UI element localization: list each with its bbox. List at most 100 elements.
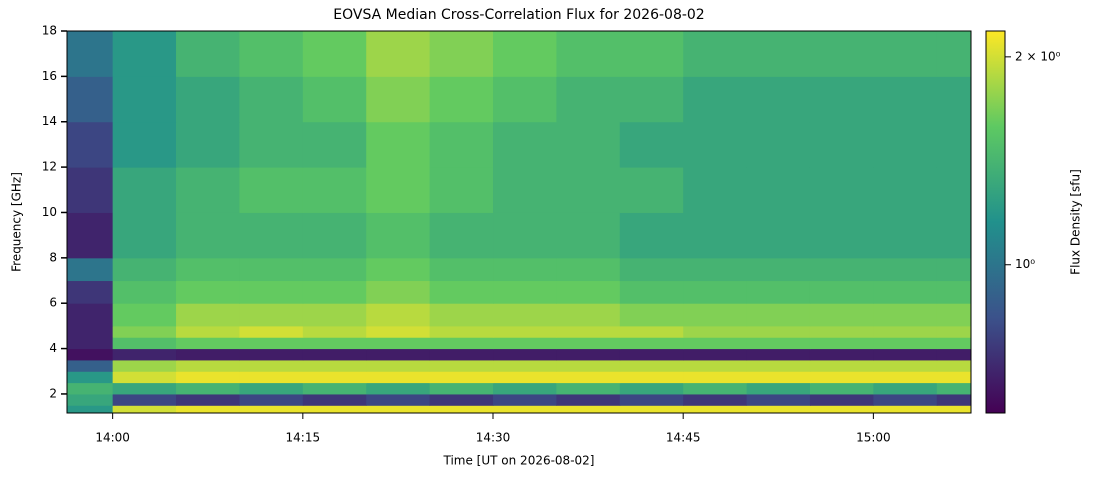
heatmap-cell: [619, 280, 684, 304]
y-tick-label: 8: [49, 250, 57, 264]
heatmap-cell: [873, 76, 938, 123]
heatmap-cell: [302, 405, 367, 414]
heatmap-cell: [683, 382, 748, 395]
heatmap-cell: [683, 76, 748, 123]
heatmap-cell: [619, 257, 684, 282]
heatmap-cell: [366, 303, 431, 327]
heatmap-cell: [936, 303, 972, 327]
heatmap-cell: [67, 257, 114, 282]
x-axis-label: Time [UT on 2026-08-02]: [443, 454, 595, 468]
heatmap-cell: [556, 257, 621, 282]
heatmap-cell: [683, 303, 748, 327]
heatmap-cell: [239, 382, 304, 395]
heatmap-cell: [112, 212, 177, 259]
chart-title: EOVSA Median Cross-Correlation Flux for …: [333, 7, 704, 23]
heatmap-cell: [746, 348, 811, 361]
heatmap-cell: [112, 359, 177, 372]
heatmap-cell: [873, 31, 938, 77]
colorbar: [985, 30, 1006, 414]
heatmap-cell: [302, 280, 367, 304]
heatmap-cell: [873, 121, 938, 168]
heatmap-cell: [429, 382, 494, 395]
heatmap-cell: [493, 393, 557, 406]
heatmap-cell: [112, 405, 177, 414]
x-tick-label: 14:30: [476, 431, 511, 445]
heatmap-cell: [493, 337, 557, 350]
heatmap-cell: [429, 167, 494, 213]
heatmap-cell: [67, 371, 114, 384]
heatmap-cell: [112, 121, 177, 168]
heatmap-cell: [366, 371, 431, 384]
heatmap-cell: [936, 382, 972, 395]
heatmap-cell: [67, 121, 114, 168]
heatmap-cell: [176, 167, 240, 213]
heatmap-cell: [936, 359, 972, 372]
heatmap-cell: [239, 76, 304, 123]
heatmap-cell: [619, 167, 684, 213]
heatmap-cell: [936, 337, 972, 350]
heatmap-cell: [176, 348, 240, 361]
heatmap-cell: [302, 325, 367, 338]
y-axis-label: Frequency [GHz]: [10, 172, 24, 272]
heatmap-cell: [809, 325, 874, 338]
heatmap-cell: [112, 257, 177, 282]
heatmap-cell: [366, 359, 431, 372]
heatmap-cell: [746, 303, 811, 327]
heatmap-cell: [936, 121, 972, 168]
heatmap-cell: [936, 280, 972, 304]
heatmap-cell: [239, 280, 304, 304]
heatmap-cell: [429, 348, 494, 361]
heatmap-cell: [302, 257, 367, 282]
heatmap-cell: [67, 212, 114, 259]
heatmap-cell: [302, 371, 367, 384]
heatmap-cell: [366, 167, 431, 213]
y-tick-label: 2: [49, 386, 57, 400]
heatmap-cell: [302, 348, 367, 361]
heatmap-cell: [366, 280, 431, 304]
heatmap-cell: [493, 121, 557, 168]
heatmap-cell: [809, 76, 874, 123]
heatmap-cell: [619, 76, 684, 123]
heatmap-cell: [619, 382, 684, 395]
heatmap-cell: [493, 371, 557, 384]
heatmap-cell: [176, 325, 240, 338]
heatmap-cell: [176, 31, 240, 77]
heatmap-cell: [873, 359, 938, 372]
heatmap-cell: [302, 167, 367, 213]
heatmap-cell: [176, 76, 240, 123]
heatmap-cell: [429, 337, 494, 350]
heatmap-cell: [493, 359, 557, 372]
heatmap-cell: [112, 167, 177, 213]
heatmap-cell: [302, 121, 367, 168]
heatmap-cell: [619, 393, 684, 406]
heatmap-cell: [112, 337, 177, 350]
heatmap-cell: [936, 212, 972, 259]
heatmap-cell: [619, 325, 684, 338]
heatmap-cell: [619, 337, 684, 350]
heatmap-cell: [556, 212, 621, 259]
colorbar-label: Flux Density [sfu]: [1069, 169, 1083, 275]
heatmap-cell: [366, 337, 431, 350]
heatmap-cell: [873, 393, 938, 406]
heatmap-cell: [746, 121, 811, 168]
heatmap-cell: [809, 212, 874, 259]
heatmap-cell: [746, 167, 811, 213]
y-tick-label: 12: [42, 160, 57, 174]
plot-frame: [66, 30, 972, 414]
heatmap-cell: [683, 212, 748, 259]
heatmap-cell: [302, 212, 367, 259]
heatmap-cell: [239, 359, 304, 372]
heatmap-cell: [683, 31, 748, 77]
heatmap-cell: [809, 359, 874, 372]
heatmap-cell: [619, 371, 684, 384]
heatmap-cell: [429, 325, 494, 338]
heatmap-cell: [746, 257, 811, 282]
heatmap-cell: [809, 31, 874, 77]
heatmap-cell: [239, 257, 304, 282]
heatmap-cell: [873, 280, 938, 304]
heatmap-cell: [112, 348, 177, 361]
heatmap-cell: [429, 393, 494, 406]
heatmap-cell: [176, 382, 240, 395]
heatmap-cell: [683, 348, 748, 361]
